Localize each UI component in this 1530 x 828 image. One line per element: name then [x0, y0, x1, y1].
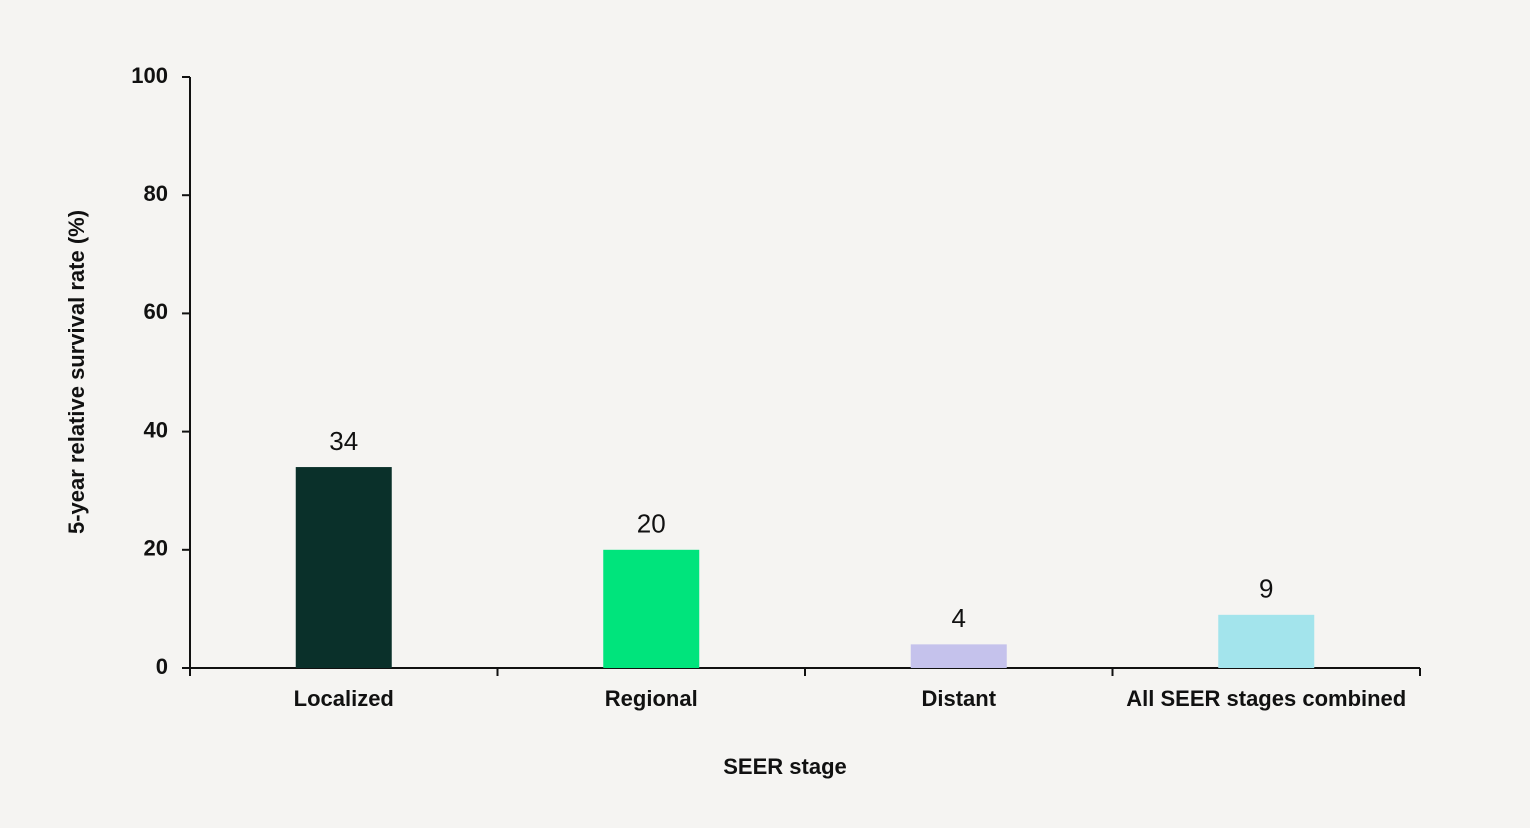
bar	[603, 549, 700, 668]
value-label: 9	[1259, 574, 1273, 604]
y-tick-label: 100	[131, 63, 168, 88]
y-tick-label: 80	[144, 181, 168, 206]
y-tick-label: 20	[144, 536, 168, 561]
x-tick-label: Localized	[294, 686, 394, 711]
y-tick-label: 40	[144, 417, 168, 442]
y-tick-label: 60	[144, 299, 168, 324]
bar	[1218, 614, 1315, 668]
value-label: 20	[637, 509, 666, 539]
x-tick-label: Distant	[921, 686, 996, 711]
y-tick-label: 0	[156, 654, 168, 679]
x-tick-label: All SEER stages combined	[1126, 686, 1406, 711]
y-axis-title: 5-year relative survival rate (%)	[64, 210, 89, 534]
value-label: 34	[329, 426, 358, 456]
x-axis-title: SEER stage	[723, 754, 847, 779]
bar	[910, 644, 1007, 668]
x-tick-label: Regional	[605, 686, 698, 711]
value-label: 4	[952, 603, 966, 633]
bar	[295, 467, 392, 668]
